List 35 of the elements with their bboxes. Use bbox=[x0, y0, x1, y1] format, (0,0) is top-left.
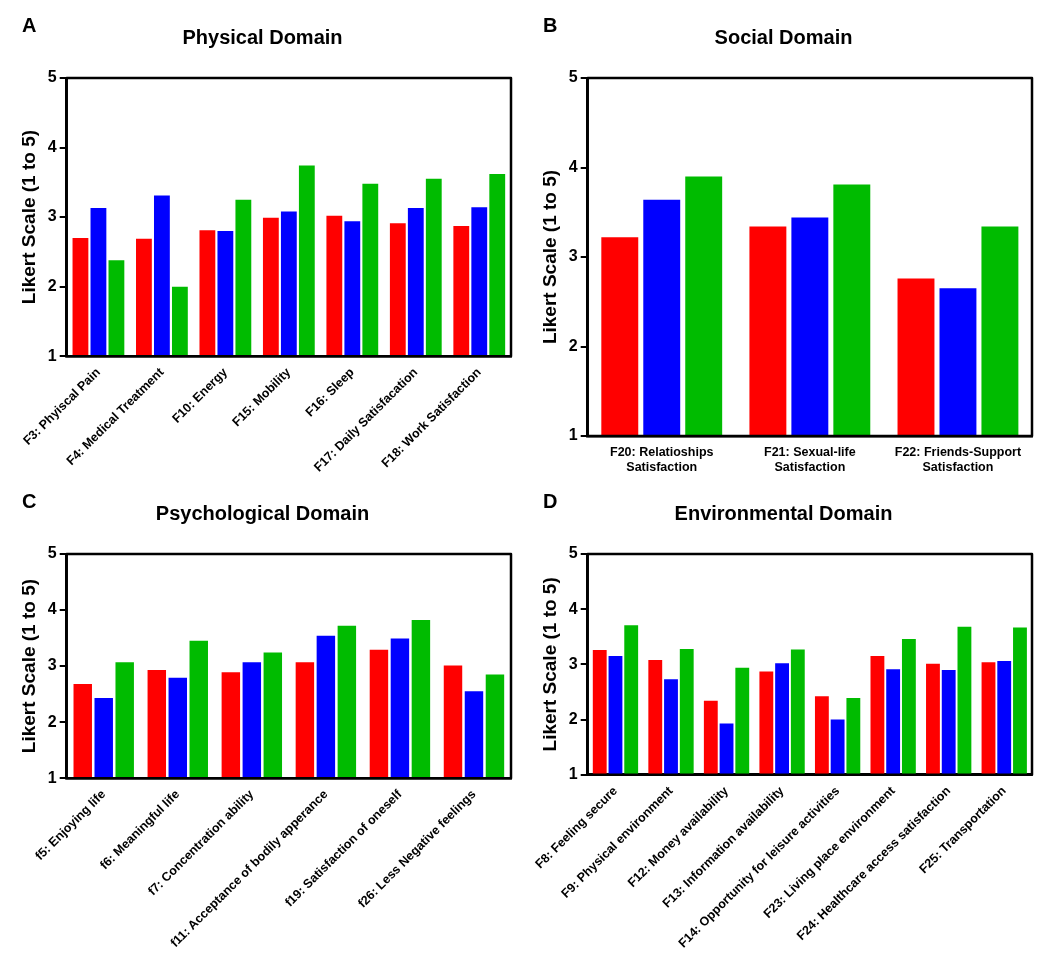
y-tick-label: 1 bbox=[47, 346, 57, 364]
y-tick-label: 5 bbox=[568, 544, 578, 562]
y-tick-label: 2 bbox=[47, 712, 57, 730]
y-tick-label: 4 bbox=[568, 599, 578, 617]
y-tick-label: 2 bbox=[47, 277, 57, 295]
y-tick-label: 3 bbox=[47, 207, 57, 225]
y-tick-label: 1 bbox=[47, 768, 57, 786]
y-tick-label: 5 bbox=[47, 544, 57, 562]
text: C bbox=[22, 489, 37, 512]
x-tick-label: F22: Friends-Support Satisfaction bbox=[894, 444, 1022, 474]
y-tick-label: 2 bbox=[568, 709, 578, 727]
y-tick-label: 5 bbox=[568, 68, 578, 86]
x-tick-label: F21: Sexual-life Satisfaction bbox=[764, 444, 856, 474]
y-axis-title: Likert Scale (1 to 5) bbox=[17, 578, 39, 754]
chart-title: Environmental Domain bbox=[674, 501, 893, 524]
y-tick-label: 1 bbox=[568, 426, 578, 444]
y-tick-label: 4 bbox=[568, 157, 578, 175]
y-tick-label: 5 bbox=[47, 68, 57, 86]
text: A bbox=[22, 13, 37, 36]
text: D bbox=[543, 489, 558, 512]
y-tick-label: 4 bbox=[47, 600, 57, 618]
y-tick-label: 1 bbox=[568, 765, 578, 783]
y-tick-label: 3 bbox=[47, 656, 57, 674]
y-axis-title: Likert Scale (1 to 5) bbox=[17, 129, 39, 305]
y-tick-label: 2 bbox=[568, 336, 578, 354]
y-tick-label: 4 bbox=[47, 137, 57, 155]
y-axis-title: Likert Scale (1 to 5) bbox=[538, 169, 560, 345]
y-axis-title: Likert Scale (1 to 5) bbox=[538, 577, 560, 752]
y-tick-label: 3 bbox=[568, 654, 578, 672]
chart-title: Physical Domain bbox=[182, 25, 343, 48]
chart-title: Psychological Domain bbox=[155, 501, 370, 524]
x-tick-label: F20: Relatioships Satisfaction bbox=[610, 444, 714, 474]
chart-title: Social Domain bbox=[714, 25, 853, 48]
y-tick-label: 3 bbox=[568, 247, 578, 265]
text: B bbox=[543, 13, 558, 36]
